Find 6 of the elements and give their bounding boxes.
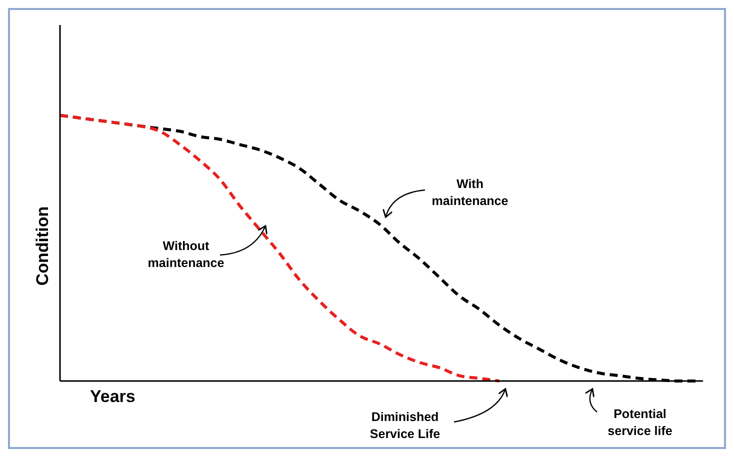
annotation: With maintenance <box>432 177 508 208</box>
y-axis-title: Condition <box>33 206 53 286</box>
text: Diminished Service Life <box>370 410 440 441</box>
x-axis-title: Years <box>90 387 136 407</box>
text: Potential service life <box>608 407 672 438</box>
annotation: Without maintenance <box>148 239 224 270</box>
